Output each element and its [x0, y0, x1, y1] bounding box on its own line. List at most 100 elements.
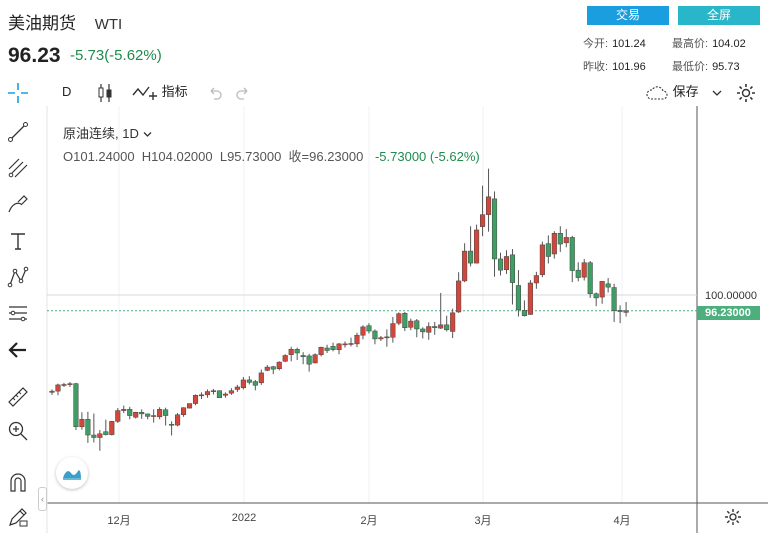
candle-body — [623, 310, 629, 313]
candle — [545, 235, 551, 264]
candle-body — [605, 283, 611, 288]
time-axis-label: 4月 — [613, 515, 631, 527]
lock-pencil-icon[interactable] — [5, 504, 31, 530]
stat-high: 最高价: 104.02 — [672, 35, 746, 51]
undo-icon[interactable] — [207, 78, 223, 106]
candle-body — [103, 431, 109, 435]
candle-body — [420, 328, 426, 333]
measure-icon[interactable] — [5, 300, 31, 326]
instrument-name: 美油期货 — [8, 14, 76, 33]
candle-body — [222, 393, 228, 396]
stat-open: 今开: 101.24 — [583, 35, 646, 51]
candle-body — [575, 269, 581, 278]
candle-body — [139, 411, 145, 415]
trade-button[interactable]: 交易 — [587, 6, 669, 25]
candle-body — [192, 395, 199, 404]
candle-body — [252, 381, 258, 386]
candle-body — [109, 421, 115, 435]
candle-body — [318, 346, 324, 355]
brush-icon[interactable] — [5, 192, 31, 218]
candle — [246, 376, 252, 385]
candle — [270, 365, 276, 375]
candle-body — [593, 293, 599, 299]
candle — [198, 392, 205, 399]
candle — [127, 406, 133, 420]
axis-settings-gear-icon[interactable] — [724, 508, 742, 531]
zoom-in-icon[interactable] — [5, 418, 31, 444]
candle — [49, 389, 55, 395]
candle-body — [282, 355, 288, 362]
redo-icon[interactable] — [235, 78, 251, 106]
crosshair-icon[interactable] — [6, 78, 30, 106]
candle — [121, 405, 127, 414]
candle — [85, 411, 91, 443]
candle-body — [360, 326, 366, 336]
candle — [557, 226, 563, 252]
candle-type-icon[interactable] — [96, 78, 114, 106]
chevron-down-icon[interactable] — [143, 126, 152, 141]
candle — [181, 407, 187, 417]
candle-body — [216, 390, 222, 398]
candle — [366, 323, 372, 334]
candle — [378, 336, 384, 341]
candle — [109, 420, 115, 436]
candle — [432, 321, 438, 335]
candle-body — [444, 324, 450, 331]
candle — [204, 389, 211, 398]
text-tool-icon[interactable] — [5, 228, 31, 254]
candle — [420, 327, 426, 339]
save-button[interactable]: 保存 — [645, 78, 722, 106]
candle — [145, 413, 151, 420]
indicators-button[interactable]: 指标 — [132, 78, 188, 106]
candle — [73, 382, 79, 431]
candle-body — [61, 384, 67, 386]
candles — [49, 168, 629, 451]
save-label: 保存 — [672, 84, 699, 99]
interval-button[interactable]: D — [62, 84, 72, 99]
indicators-icon — [132, 86, 157, 100]
chart-legend-ohlc: O101.24000 H104.02000 L95.73000 收=96.230… — [63, 146, 480, 165]
candle — [186, 403, 193, 409]
fib-channel-icon[interactable] — [5, 155, 31, 181]
candle — [222, 392, 228, 398]
candle — [426, 322, 432, 340]
settings-gear-icon[interactable] — [735, 78, 757, 106]
candle-body — [49, 390, 55, 393]
candle-body — [133, 411, 139, 418]
candle — [474, 224, 480, 264]
candle — [372, 329, 378, 345]
collapse-toolbar-handle[interactable]: ‹ — [38, 487, 47, 511]
candle-body — [372, 330, 378, 340]
candle — [288, 346, 294, 362]
brand-logo-icon — [56, 457, 88, 489]
pattern-icon[interactable] — [5, 264, 31, 290]
candle — [456, 272, 462, 313]
arrow-left-icon[interactable] — [5, 337, 31, 363]
chart-toolbar: D 指标 保存 — [0, 78, 768, 106]
candle — [569, 235, 575, 283]
legend-interval[interactable]: 1D — [122, 126, 139, 141]
candle-body — [55, 384, 61, 392]
candle-body — [438, 324, 444, 329]
fullscreen-button[interactable]: 全屏 — [678, 6, 760, 25]
candle-body — [480, 214, 486, 227]
ruler-icon[interactable] — [5, 384, 31, 410]
candle-body — [581, 262, 587, 278]
candle-body — [163, 409, 169, 416]
candle-body — [497, 258, 504, 271]
candle-body — [378, 337, 384, 340]
stat-prev-close: 昨收: 101.96 — [583, 58, 646, 74]
candle — [533, 271, 539, 289]
candle — [408, 318, 414, 331]
candle-body — [509, 254, 516, 283]
candle — [342, 341, 348, 348]
candle — [581, 258, 587, 281]
candle-body — [198, 394, 205, 397]
candle — [228, 388, 234, 395]
candle-body — [611, 287, 617, 311]
magnet-icon[interactable] — [5, 469, 31, 495]
stat-open-label: 今开: — [583, 38, 609, 50]
candle-body — [432, 326, 438, 328]
trend-line-icon[interactable] — [5, 119, 31, 145]
candle — [258, 369, 264, 385]
